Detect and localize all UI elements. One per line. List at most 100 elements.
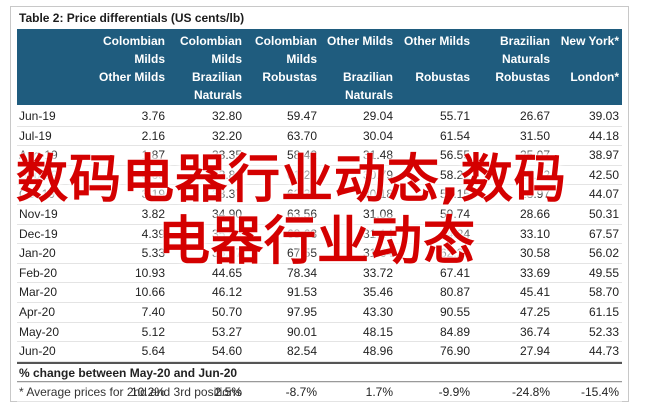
table-header: Colombian Milds Other Milds Colombian Milds B… [17, 29, 622, 105]
column-header-line: Other Milds [98, 70, 165, 84]
table-row: Aug-19 1.87 33.35 58.42 31.48 56.55 25.07 38.97 [17, 146, 622, 166]
table-row: Jul-19 2.16 32.20 63.70 30.04 61.54 31.50 44.18 [17, 127, 622, 147]
row-month: Aug-19 [19, 148, 58, 163]
table-cell: 30.18 [362, 187, 393, 202]
row-month: Feb-20 [19, 265, 58, 280]
row-month: Nov-19 [19, 206, 58, 221]
column-header: Colombian Milds Other Milds [88, 29, 168, 105]
table-cell: 61.15 [588, 304, 619, 319]
column-header-line [396, 50, 470, 68]
table-cell: 55.71 [439, 109, 470, 123]
column-header-line: Colombian [103, 34, 165, 48]
table-cell: 44.18 [588, 128, 619, 143]
table-cell: 34.90 [211, 206, 242, 221]
table-cell: 68.63 [286, 226, 317, 241]
table-cell: 49.55 [588, 265, 619, 280]
table-cell: 80.87 [439, 285, 470, 300]
table-cell: 32.20 [211, 128, 242, 143]
column-header-line: Robustas [495, 70, 550, 84]
column-header-line: Colombian [180, 34, 242, 48]
change-cell: 10.2% [130, 384, 165, 399]
column-header [17, 29, 88, 105]
table-title: Table 2: Price differentials (US cents/l… [19, 11, 245, 25]
table-cell: 28.97 [519, 187, 550, 202]
column-header-line: Milds [286, 52, 317, 66]
column-header-line: Brazilian [191, 70, 242, 84]
table-cell: 7.40 [141, 304, 165, 319]
table-cell: 27.42 [519, 167, 550, 182]
table-row: Jan-20 5.33 36.97 67.55 31.64 62.22 30.58 56.02 [17, 244, 622, 264]
table-cell: 82.54 [286, 344, 317, 359]
column-header-line [320, 50, 393, 68]
change-label: % change between May-20 and Jun-20 [17, 364, 622, 383]
column-header: Other Milds Robustas [396, 29, 473, 105]
table-cell: 33.84 [211, 167, 242, 182]
table-cell: 63.70 [286, 128, 317, 143]
table-cell: 64.24 [439, 226, 470, 241]
table-cell: 5.33 [141, 246, 165, 261]
column-header-line: Other Milds [326, 34, 393, 48]
table-cell: 43.30 [362, 304, 393, 319]
table-cell: 61.54 [439, 128, 470, 143]
table-cell: 42.50 [588, 167, 619, 182]
column-header-line: London* [570, 70, 619, 84]
table-cell: 48.96 [362, 344, 393, 359]
table-cell: 3.19 [141, 187, 165, 202]
table-cell: 31.08 [362, 206, 393, 221]
table-cell: 30.58 [519, 246, 550, 261]
column-header-line: Milds [211, 52, 242, 66]
table-cell: 44.65 [211, 265, 242, 280]
table-cell: 59.47 [286, 109, 317, 123]
table-cell: 50.31 [588, 206, 619, 221]
row-month: Sep-19 [19, 167, 58, 182]
change-cell: -9.9% [438, 384, 470, 399]
table-row: Oct-19 3.19 33.37 62.34 30.18 59.15 28.97 44.07 [17, 185, 622, 205]
table-cell: 33.37 [211, 187, 242, 202]
row-month: Jan-20 [19, 246, 56, 261]
table-row: Dec-19 4.39 35.53 68.63 31.14 64.24 33.10 67.57 [17, 225, 622, 245]
summary-divider [17, 361, 622, 364]
column-header-line: Milds [134, 52, 165, 66]
row-month: May-20 [19, 324, 60, 339]
bottom-divider [17, 381, 622, 382]
table-cell: 47.25 [519, 304, 550, 319]
table-cell: 35.53 [211, 226, 242, 241]
table-cell: 33.10 [519, 226, 550, 241]
footnote: * Average prices for 2nd and 3rd positio… [19, 385, 242, 399]
table-cell: 2.16 [141, 128, 165, 143]
table-row: Nov-19 3.82 34.90 63.56 31.08 59.74 28.66 50.31 [17, 205, 622, 225]
column-header-line: Colombian [255, 34, 317, 48]
column-header-line: Naturals [193, 88, 242, 102]
table-cell: 44.73 [588, 344, 619, 359]
column-header-line: Robustas [262, 70, 317, 84]
table-cell: 90.55 [439, 304, 470, 319]
table-cell: 67.57 [588, 226, 619, 241]
table-cell: 97.95 [286, 304, 317, 319]
table-cell: 3.05 [141, 167, 165, 182]
table-cell: 56.55 [439, 148, 470, 163]
table-cell: 62.22 [439, 246, 470, 261]
row-month: Dec-19 [19, 226, 58, 241]
table-cell: 31.14 [362, 226, 393, 241]
table-cell: 33.35 [211, 148, 242, 163]
row-month: Apr-20 [19, 304, 56, 319]
change-cell: -8.7% [285, 384, 317, 399]
table-row: Apr-20 7.40 50.70 97.95 43.30 90.55 47.25 61.15 [17, 303, 622, 323]
table-cell: 33.72 [362, 265, 393, 280]
table-cell: 76.90 [439, 344, 470, 359]
column-header: Brazilian Naturals Robustas [473, 29, 553, 105]
column-header: New York* London* [553, 29, 622, 105]
row-month: Jun-20 [19, 344, 56, 359]
table-cell: 38.97 [588, 148, 619, 163]
table-cell: 29.04 [362, 109, 393, 123]
table-cell: 91.53 [286, 285, 317, 300]
table-cell: 30.79 [362, 167, 393, 182]
column-header: Colombian Milds Robustas [245, 29, 320, 105]
row-month: Jun-19 [19, 109, 56, 123]
table-cell: 62.34 [286, 187, 317, 202]
table-cell: 35.46 [362, 285, 393, 300]
table-cell: 4.39 [141, 226, 165, 241]
table-cell: 1.87 [141, 148, 165, 163]
table-cell: 54.60 [211, 344, 242, 359]
table-cell: 67.41 [439, 265, 470, 280]
